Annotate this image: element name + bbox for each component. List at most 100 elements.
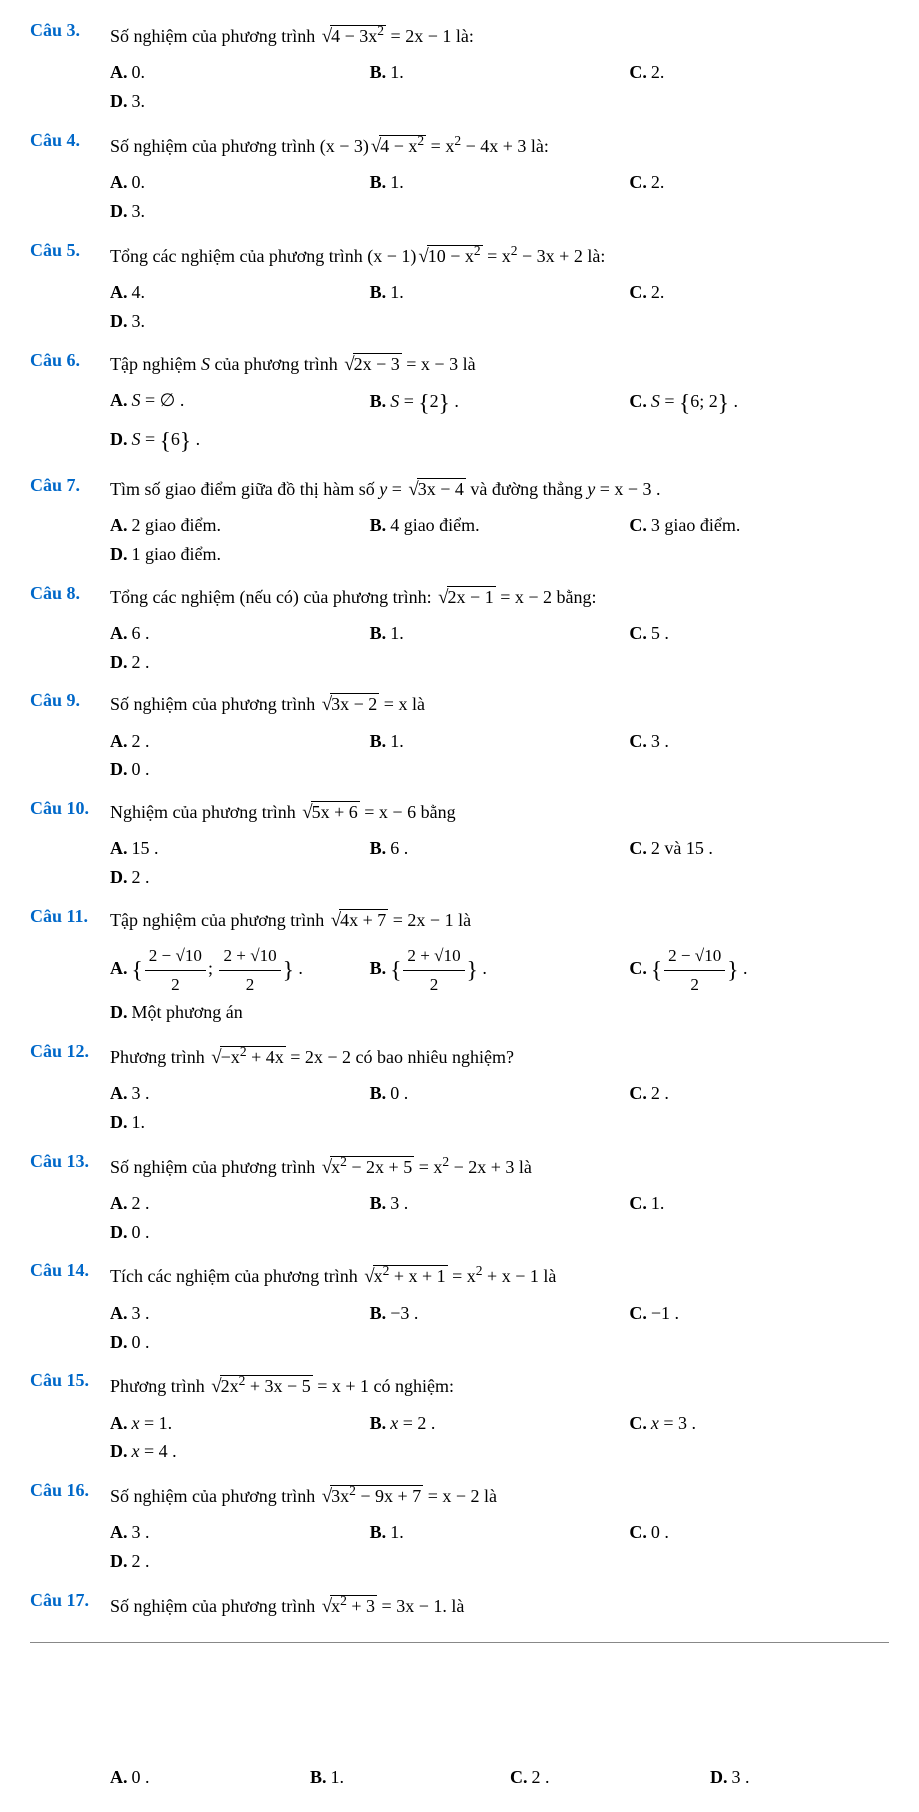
choice-label: D. (110, 1222, 128, 1242)
choice[interactable]: A.2 . (110, 1189, 370, 1218)
choice-label: C. (629, 172, 647, 192)
choice[interactable]: A.3 . (110, 1079, 370, 1108)
choice[interactable]: C.2 . (510, 1763, 710, 1792)
choice-label: A. (110, 62, 128, 82)
choice-value: 3 . (132, 1083, 150, 1103)
choice-label: C. (629, 1083, 647, 1103)
choice[interactable]: C.S = {6; 2} . (629, 386, 889, 423)
choice[interactable]: B.1. (370, 168, 630, 197)
question-text: Tổng các nghiệm của phương trình (x − 1)… (110, 240, 889, 272)
choice[interactable]: A.2 giao điểm. (110, 511, 370, 540)
choice[interactable]: B.1. (370, 1518, 630, 1547)
question: Câu 10.Nghiệm của phương trình 5x + 6 = … (30, 798, 889, 892)
question-body: Phương trình −x2 + 4x = 2x − 2 có bao nh… (110, 1041, 889, 1137)
choice-value: {2 + √102} . (390, 958, 487, 978)
choice[interactable]: C.1. (629, 1189, 889, 1218)
choice[interactable]: C.3 . (629, 727, 889, 756)
choice[interactable]: C.2 . (629, 1079, 889, 1108)
question-body: Số nghiệm của phương trình 4 − 3x2 = 2x … (110, 20, 889, 116)
choice[interactable]: D.0 . (110, 1218, 889, 1247)
choice[interactable]: A.15 . (110, 834, 370, 863)
choice[interactable]: B.1. (370, 619, 630, 648)
choice[interactable]: A.x = 1. (110, 1409, 370, 1438)
choice[interactable]: B.0 . (370, 1079, 630, 1108)
choice[interactable]: D.2 . (110, 863, 889, 892)
choice[interactable]: A.3 . (110, 1299, 370, 1328)
choice[interactable]: A.6 . (110, 619, 370, 648)
choice-label: C. (629, 838, 647, 858)
question: Câu 3.Số nghiệm của phương trình 4 − 3x2… (30, 20, 889, 116)
choice[interactable]: D.Một phương án (110, 998, 889, 1027)
choice-label: D. (110, 1002, 128, 1022)
choice[interactable]: D.x = 4 . (110, 1437, 889, 1466)
choice[interactable]: D.2 . (110, 1547, 889, 1576)
choice[interactable]: C.2 và 15 . (629, 834, 889, 863)
question-number: Câu 5. (30, 240, 110, 336)
choice[interactable]: C.0 . (629, 1518, 889, 1547)
choice-label: A. (110, 1083, 128, 1103)
choice-label: B. (370, 838, 387, 858)
choice[interactable]: C.2. (629, 278, 889, 307)
choice-label: D. (110, 91, 128, 111)
choice[interactable]: A.2 . (110, 727, 370, 756)
choice[interactable]: B.−3 . (370, 1299, 630, 1328)
choice[interactable]: D.1. (110, 1108, 889, 1137)
choice[interactable]: B.S = {2} . (370, 386, 630, 423)
choice-value: 0 . (132, 1222, 150, 1242)
choice-label: A. (110, 623, 128, 643)
choice-value: 2. (651, 172, 665, 192)
choice[interactable]: B.4 giao điểm. (370, 511, 630, 540)
choice[interactable]: B.x = 2 . (370, 1409, 630, 1438)
choice[interactable]: A.S = ∅ . (110, 386, 370, 423)
choice[interactable]: C.−1 . (629, 1299, 889, 1328)
choice-value: 2. (651, 282, 665, 302)
choice[interactable]: A.0 . (110, 1763, 310, 1792)
question-body: Nghiệm của phương trình 5x + 6 = x − 6 b… (110, 798, 889, 892)
choice[interactable]: A.3 . (110, 1518, 370, 1547)
choice[interactable]: A.{2 − √102; 2 + √102} . (110, 942, 370, 998)
choice[interactable]: A.0. (110, 168, 370, 197)
question-text: Số nghiệm của phương trình 3x − 2 = x là (110, 690, 889, 720)
choice[interactable]: C.x = 3 . (629, 1409, 889, 1438)
choice[interactable]: D.1 giao điểm. (110, 540, 889, 569)
choice-value: 2 . (532, 1767, 550, 1787)
question-text: Số nghiệm của phương trình 4 − 3x2 = 2x … (110, 20, 889, 52)
question-number: Câu 14. (30, 1260, 110, 1356)
choice-value: 1. (390, 62, 404, 82)
choice[interactable]: D.3 . (710, 1763, 910, 1792)
choice[interactable]: B.6 . (370, 834, 630, 863)
bottom-choices-row: A.0 .B.1.C.2 .D.3 . (30, 1763, 889, 1792)
question-number: Câu 7. (30, 475, 110, 569)
choice[interactable]: D.3. (110, 197, 889, 226)
choice[interactable]: C.5 . (629, 619, 889, 648)
choice[interactable]: D.0 . (110, 1328, 889, 1357)
question-text: Số nghiệm của phương trình 3x2 − 9x + 7 … (110, 1480, 889, 1512)
choice[interactable]: B.{2 + √102} . (370, 942, 630, 998)
choice[interactable]: B.1. (370, 58, 630, 87)
choice[interactable]: B.1. (370, 278, 630, 307)
choices-row: A.6 .B.1.C.5 .D.2 . (110, 619, 889, 677)
choice[interactable]: D.2 . (110, 648, 889, 677)
choice[interactable]: A.4. (110, 278, 370, 307)
choice-label: B. (310, 1767, 327, 1787)
choice[interactable]: C.2. (629, 58, 889, 87)
choice[interactable]: B.1. (310, 1763, 510, 1792)
choice[interactable]: B.1. (370, 727, 630, 756)
question: Câu 16.Số nghiệm của phương trình 3x2 − … (30, 1480, 889, 1576)
choice-value: 1 giao điểm. (132, 544, 221, 564)
choice[interactable]: D.S = {6} . (110, 423, 889, 460)
question-number: Câu 9. (30, 690, 110, 784)
choice[interactable]: C.2. (629, 168, 889, 197)
choice-value: 2 . (132, 731, 150, 751)
choice[interactable]: C.3 giao điểm. (629, 511, 889, 540)
choice[interactable]: C.{2 − √102} . (629, 942, 889, 998)
choice-value: 3. (132, 91, 146, 111)
question-body: Tập nghiệm S của phương trình 2x − 3 = x… (110, 350, 889, 461)
choice[interactable]: B.3 . (370, 1189, 630, 1218)
choice[interactable]: D.0 . (110, 755, 889, 784)
choice[interactable]: A.0. (110, 58, 370, 87)
choice[interactable]: D.3. (110, 307, 889, 336)
choice-value: 6 . (132, 623, 150, 643)
choice[interactable]: D.3. (110, 87, 889, 116)
question-number: Câu 15. (30, 1370, 110, 1466)
